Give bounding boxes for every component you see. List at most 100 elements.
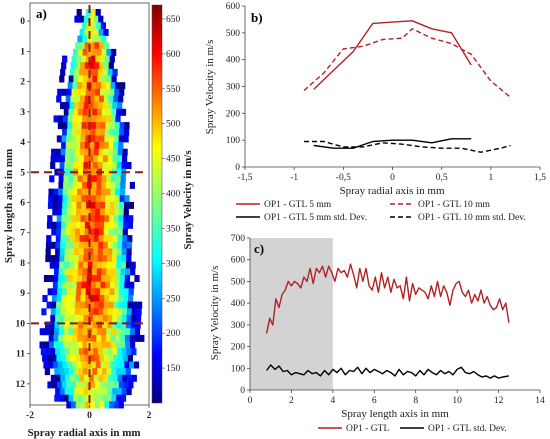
heatmap-cell <box>42 354 48 362</box>
heatmap-cell <box>107 374 114 382</box>
heatmap-cell <box>66 381 72 389</box>
b-y-tick-label: 500 <box>226 29 241 39</box>
heatmap-cell <box>104 135 110 143</box>
heatmap-cell <box>71 128 77 136</box>
heatmap-cell <box>115 175 121 183</box>
heatmap-cell <box>105 82 111 90</box>
c-x-tick-label: 6 <box>372 396 377 406</box>
heatmap-cell <box>106 75 112 83</box>
heatmap-cell <box>103 68 109 76</box>
heatmap-cell <box>104 208 110 216</box>
heatmap-cell <box>93 102 99 110</box>
heatmap-cell <box>101 275 107 282</box>
heatmap-cell <box>116 394 122 402</box>
heatmap-cell <box>64 261 70 269</box>
heatmap-cell <box>94 221 100 229</box>
heatmap-cell <box>118 228 124 236</box>
colorbar-tick-label: 350 <box>166 224 181 234</box>
heatmap-cell <box>43 361 49 369</box>
heatmap-cell <box>83 155 90 163</box>
c-x-tick-label: 8 <box>413 396 418 406</box>
heatmap-cell <box>109 288 115 296</box>
heatmap-cell <box>101 175 107 183</box>
b-x-tick-label: 0 <box>390 173 395 183</box>
heatmap-cell <box>104 88 110 96</box>
heatmap-cell <box>67 188 73 196</box>
heatmap-cell <box>59 162 65 169</box>
heatmap-cell <box>139 334 145 342</box>
heatmap-cell <box>85 215 91 223</box>
heatmap-cell <box>72 341 78 349</box>
heatmap-cell <box>99 295 105 302</box>
c-x-axis-label: Spray length axis in mm <box>341 408 449 420</box>
heatmap-cell <box>78 388 85 396</box>
heatmap-cell <box>77 181 83 189</box>
heatmap-cell <box>76 201 82 209</box>
heatmap-cell <box>93 248 99 256</box>
heatmap-cell <box>60 148 66 156</box>
heatmap-cell <box>119 281 125 289</box>
heatmap-cell <box>93 235 99 243</box>
heatmap-cell <box>59 348 66 356</box>
heatmap-cell <box>47 381 53 389</box>
heatmap-cell <box>76 195 82 203</box>
heatmap-cell <box>74 248 80 256</box>
heatmap-cell <box>81 122 87 130</box>
heatmap-cell <box>86 181 93 189</box>
heatmap-cell <box>110 281 116 289</box>
heatmap-cell <box>127 221 133 229</box>
b-y-tick-label: 400 <box>226 56 241 66</box>
c-legend-label: OP1 - GTL <box>346 424 389 434</box>
heatmap-cell <box>126 162 132 169</box>
heatmap-cell <box>95 208 101 216</box>
heatmap-cell <box>114 122 121 130</box>
heatmap-cell <box>94 95 100 103</box>
heatmap-cell <box>67 181 74 189</box>
heatmap-cell <box>109 128 115 136</box>
heatmap-cell <box>97 248 104 256</box>
heatmap-cell <box>91 281 97 289</box>
heatmap-cell <box>54 394 60 402</box>
a-x-tick-label: 0 <box>87 411 92 421</box>
heatmap-cell <box>91 115 97 123</box>
heatmap-cell <box>55 248 61 256</box>
heatmap-cell <box>66 201 73 209</box>
heatmap-cell <box>71 135 77 143</box>
heatmap-cell <box>95 88 101 96</box>
heatmap-cell <box>75 295 81 302</box>
heatmap-cell <box>89 235 95 243</box>
heatmap-cell <box>72 334 78 342</box>
heatmap-cell <box>52 208 58 216</box>
heatmap-cell <box>88 348 94 356</box>
heatmap-cell <box>79 155 85 163</box>
heatmap-cell <box>69 388 75 396</box>
heatmap-cell <box>77 328 83 336</box>
heatmap-cell <box>120 368 127 376</box>
heatmap-cell <box>75 228 81 236</box>
heatmap-cell <box>127 235 133 243</box>
heatmap-cell <box>88 68 94 76</box>
heatmap-cell <box>75 135 82 143</box>
heatmap-cell <box>112 162 118 169</box>
b-y-ticks: 0 100 200 300 400 500 600 <box>226 2 245 173</box>
heatmap-cell <box>40 348 46 356</box>
heatmap-cell <box>106 368 112 376</box>
heatmap-cell <box>85 128 92 136</box>
heatmap-cell <box>78 261 84 269</box>
a-y-tick-label: 2 <box>20 78 25 88</box>
heatmap-cell <box>118 381 124 389</box>
heatmap-cell <box>97 108 103 116</box>
c-y-tick-label: 100 <box>231 364 246 374</box>
b-x-tick-label: 0,5 <box>436 173 448 183</box>
heatmap-cell <box>79 68 85 76</box>
heatmap-cell <box>55 241 61 249</box>
heatmap-cell <box>63 168 70 176</box>
heatmap-cell <box>99 135 105 143</box>
heatmap-cell <box>104 128 111 136</box>
heatmap-cell <box>63 181 69 189</box>
heatmap-cell <box>48 275 54 282</box>
heatmap-cell <box>113 401 120 409</box>
heatmap-cell <box>81 22 87 30</box>
heatmap-cell <box>102 168 108 176</box>
heatmap-cell <box>102 155 109 163</box>
